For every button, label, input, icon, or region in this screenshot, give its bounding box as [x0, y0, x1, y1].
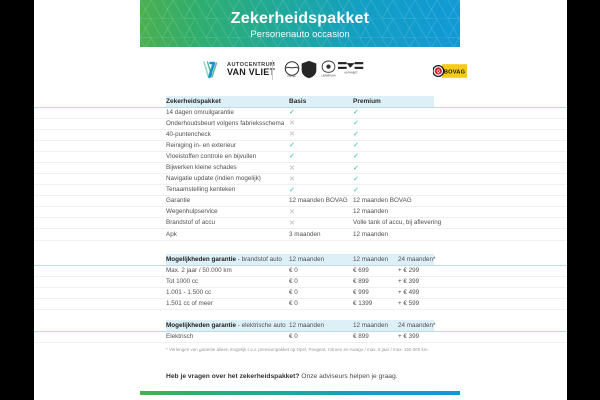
svg-text:LEASEPLAN: LEASEPLAN — [322, 75, 336, 78]
svg-text:OPEL: OPEL — [288, 74, 297, 78]
svg-text:BOVAG: BOVAG — [444, 69, 466, 75]
svg-text:ALPHABET: ALPHABET — [344, 71, 358, 74]
